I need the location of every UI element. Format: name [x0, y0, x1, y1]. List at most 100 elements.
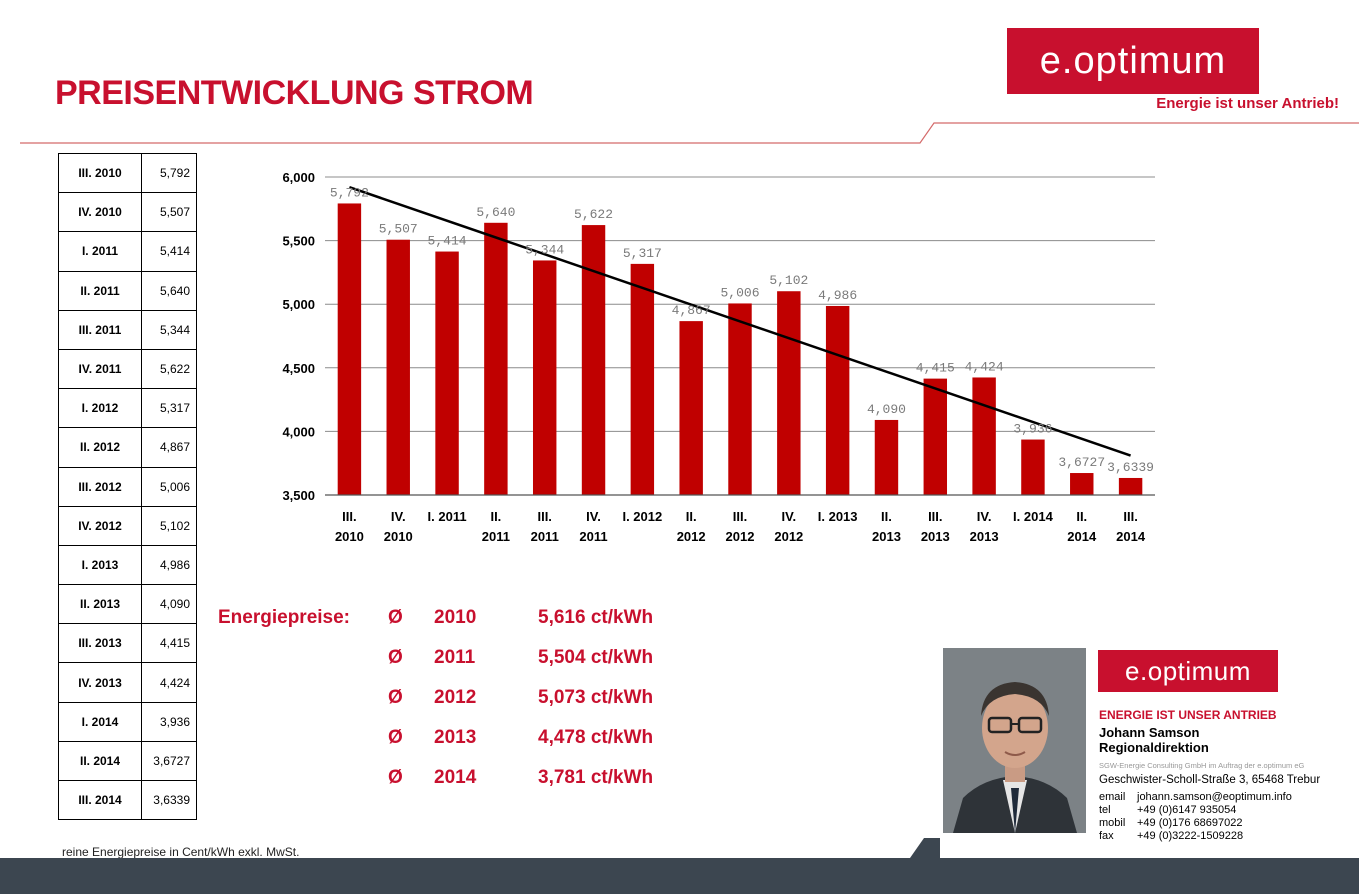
y-tick-label: 5,000 [282, 297, 315, 312]
bar [923, 378, 948, 495]
contact-role: Regionaldirektion [1099, 740, 1209, 755]
contact-company: SGW-Energie Consulting GmbH im Auftrag d… [1099, 761, 1305, 770]
bar [337, 203, 362, 496]
price-cell: 5,102 [141, 505, 197, 546]
x-tick-label: III. [733, 509, 747, 524]
table-row: I. 2013 4,986 [58, 544, 197, 586]
table-row: III. 2011 5,344 [58, 309, 197, 350]
y-tick-label: 6,000 [282, 170, 315, 185]
x-tick-label: 2011 [482, 529, 510, 544]
y-tick-label: 3,500 [282, 488, 315, 503]
header-divider [20, 122, 1359, 144]
price-cell: 4,090 [141, 584, 197, 625]
quarter-cell: III. 2013 [58, 623, 142, 664]
average-year: 2011 [434, 647, 476, 668]
price-cell: 3,936 [141, 701, 197, 742]
x-tick-label: 2014 [1067, 529, 1097, 544]
x-tick-label: IV. [586, 509, 601, 524]
contact-photo [943, 648, 1086, 833]
data-label: 5,622 [574, 207, 613, 222]
x-tick-label: 2013 [921, 529, 950, 544]
quarter-cell: IV. 2010 [58, 192, 142, 233]
x-tick-label: IV. [977, 509, 992, 524]
x-tick-label: II. [881, 509, 892, 524]
contact-details: email johann.samson@eoptimum.info tel +49 (… [1099, 791, 1354, 843]
y-tick-label: 4,500 [282, 361, 315, 376]
data-label: 4,415 [916, 361, 955, 376]
quarter-cell: III. 2011 [58, 309, 142, 350]
bar [679, 321, 703, 495]
contact-line: mobil +49 (0)176 68697022 [1099, 817, 1354, 830]
quarter-cell: II. 2014 [58, 740, 142, 782]
contact-card-logo: e.optimum [1098, 650, 1278, 692]
price-bar-chart: 3,500 4,000 4,500 5,000 5,500 6,000 5,792 5,507… [282, 170, 1155, 544]
data-label: 4,867 [672, 303, 711, 318]
x-tick-label: III. [342, 509, 356, 524]
table-row: III. 2010 5,792 [58, 152, 197, 194]
price-cell: 5,317 [141, 388, 197, 429]
data-label: 5,640 [476, 205, 515, 220]
x-tick-label: II. [686, 509, 697, 524]
price-cell: 5,640 [141, 270, 197, 311]
contact-label: email [1099, 791, 1126, 803]
brand-slogan: Energie ist unser Antrieb! [1156, 95, 1339, 112]
price-cell: 5,006 [141, 466, 197, 507]
average-year: 2013 [434, 727, 477, 748]
contact-address: Geschwister-Scholl-Straße 3, 65468 Trebu… [1099, 774, 1321, 786]
quarter-cell: IV. 2013 [58, 662, 142, 703]
contact-line: tel +49 (0)6147 935054 [1099, 804, 1354, 817]
price-cell: 4,424 [141, 662, 197, 703]
x-tick-label: 2011 [531, 529, 559, 544]
x-tick-label: 2012 [774, 529, 803, 544]
trendline [349, 185, 1131, 457]
x-tick-label: II. [1076, 509, 1087, 524]
bar [532, 260, 557, 495]
data-label: 3,6727 [1058, 455, 1105, 470]
contact-label: mobil [1099, 817, 1126, 829]
price-table: III. 2010 5,792 IV. 2010 5,507 I. 2011 5,414 I… [58, 152, 197, 821]
average-symbol: Ø [388, 687, 403, 708]
table-row: I. 2014 3,936 [58, 701, 197, 742]
average-prices-label: Energiepreise: [218, 607, 350, 628]
quarter-cell: I. 2013 [58, 544, 142, 586]
quarter-cell: II. 2013 [58, 584, 142, 625]
x-tick-label: II. [490, 509, 501, 524]
data-label: 5,792 [330, 185, 369, 200]
contact-name: Johann Samson [1099, 725, 1200, 740]
x-tick-label: 2012 [677, 529, 706, 544]
data-label: 5,006 [720, 285, 759, 300]
footnote: reine Energiepreise in Cent/kWh exkl. Mw… [62, 845, 300, 859]
x-tick-label: 2012 [726, 529, 755, 544]
x-tick-label: 2013 [872, 529, 901, 544]
data-label: 5,344 [525, 242, 564, 257]
quarter-cell: III. 2010 [58, 152, 142, 194]
x-tick-label: IV. [391, 509, 406, 524]
x-tick-label: I. 2012 [622, 509, 662, 524]
data-label: 4,424 [965, 359, 1004, 374]
price-cell: 5,792 [141, 152, 197, 194]
x-tick-label: III. [537, 509, 551, 524]
bar [825, 305, 850, 495]
bar [1070, 473, 1094, 495]
footer-bar [0, 858, 1359, 894]
x-tick-label: 2010 [335, 529, 364, 544]
average-price: 5,073 ct/kWh [538, 687, 654, 708]
price-cell: 5,414 [141, 231, 197, 272]
quarter-cell: I. 2012 [58, 388, 142, 429]
quarter-cell: IV. 2012 [58, 505, 142, 546]
contact-value: +49 (0)176 68697022 [1137, 817, 1243, 829]
bar [972, 377, 996, 495]
bar [386, 239, 410, 495]
contact-value[interactable]: johann.samson@eoptimum.info [1137, 791, 1292, 803]
price-cell: 4,986 [141, 544, 197, 586]
table-row: IV. 2010 5,507 [58, 192, 197, 233]
bar [728, 303, 752, 495]
average-year: 2012 [434, 687, 477, 708]
average-year: 2010 [434, 607, 477, 628]
table-row: I. 2011 5,414 [58, 231, 197, 272]
price-cell: 3,6727 [141, 740, 197, 782]
contact-label: tel [1099, 804, 1111, 816]
quarter-cell: I. 2014 [58, 701, 142, 742]
quarter-cell: II. 2011 [58, 270, 142, 311]
data-label: 5,507 [379, 222, 418, 237]
